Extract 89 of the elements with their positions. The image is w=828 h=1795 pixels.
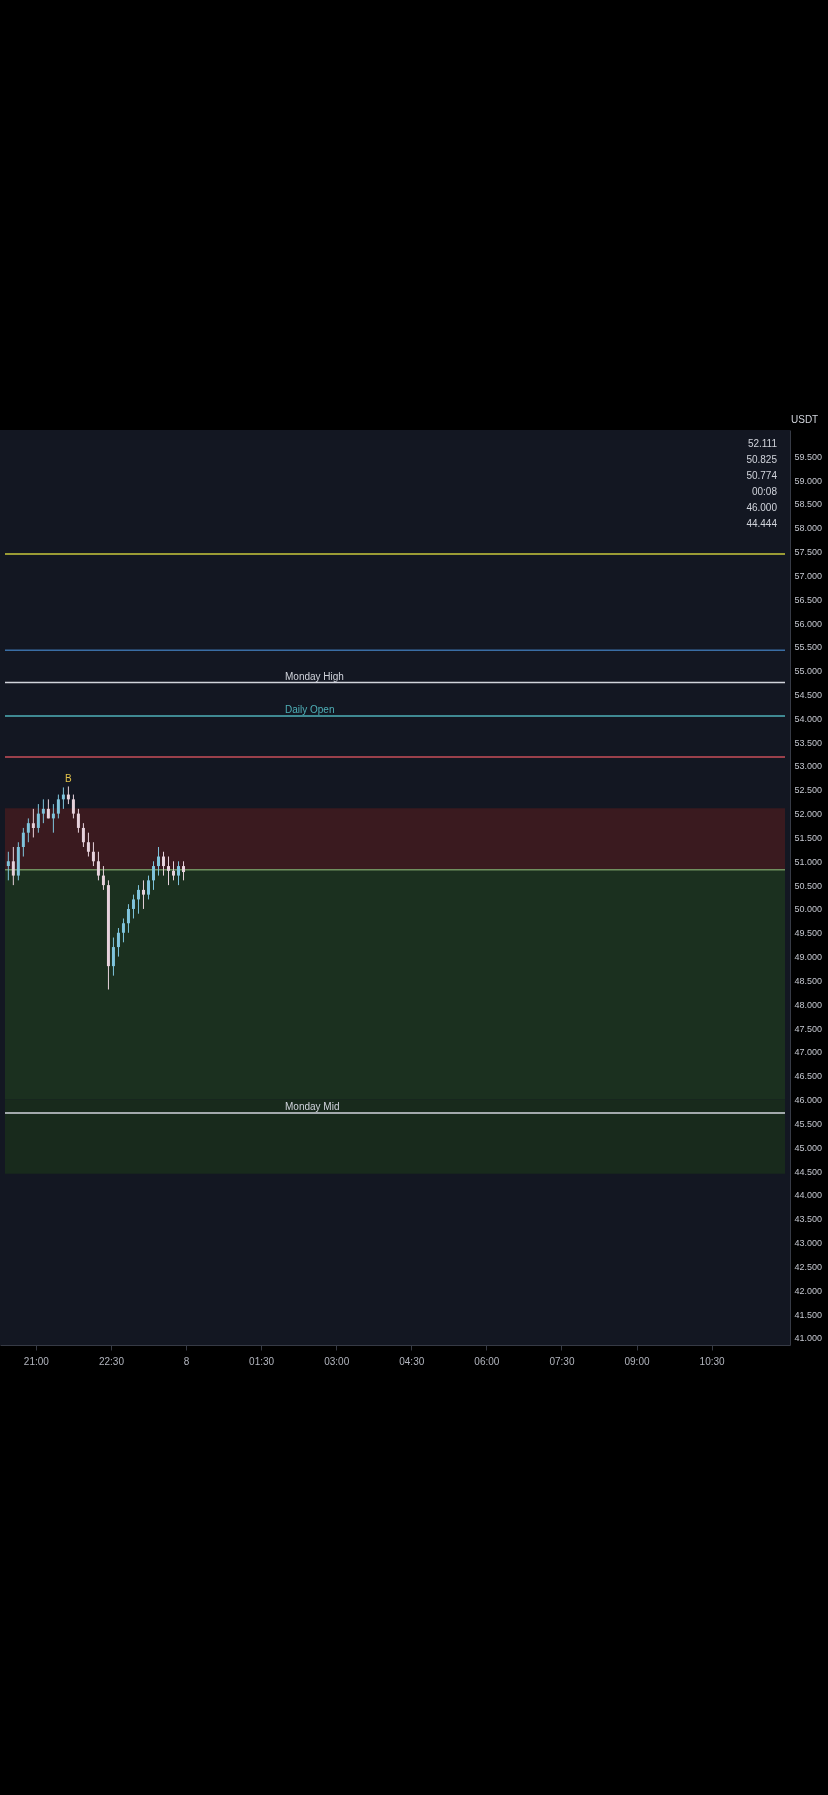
x-tick-label: 04:30 [399,1355,425,1367]
y-tick-label: 51.000 [794,856,823,867]
y-tick-label: 55.500 [794,642,823,653]
y-tick-label: 50.500 [794,880,823,891]
y-tick-label: 52.000 [794,809,823,820]
candlestick [91,841,95,867]
y-tick-label: 44.000 [794,1190,823,1201]
y-tick-label: 46.500 [794,1071,823,1082]
y-tick-label: 47.500 [794,1023,823,1034]
candlestick [11,846,15,886]
y-tick-label: 51.500 [794,832,823,843]
candlestick [101,865,105,891]
candlestick [81,822,85,848]
y-tick-label: 43.500 [794,1214,823,1225]
candlestick [96,851,100,881]
candlestick [131,894,135,919]
y-tick-label: 44.500 [794,1166,823,1177]
candlestick [172,860,176,881]
y-tick-label: 47.000 [794,1047,823,1058]
candlestick [111,937,115,977]
candlestick [36,803,40,834]
y-tick-label: 55.000 [794,666,823,677]
candlestick [21,827,25,858]
x-tick-label: 09:00 [624,1355,650,1367]
x-tick-label: 07:30 [549,1355,575,1367]
y-tick-label: 49.000 [794,952,823,963]
candlestick [56,794,60,819]
y-tick-label: 48.000 [794,999,823,1010]
candlestick [26,817,30,843]
candlestick [157,846,160,877]
candlestick [162,851,165,877]
y-tick-label: 54.500 [794,689,823,700]
y-tick-label: 45.500 [794,1118,823,1129]
candlestick [71,794,75,819]
y-tick-label: 42.500 [794,1261,823,1272]
candlestick [177,860,181,886]
candlestick [31,808,35,838]
ref-line-label: Monday Mid [285,1100,340,1112]
y-tick-label: 59.000 [794,475,823,486]
y-tick-label: 58.000 [794,523,823,534]
candlestick [116,927,120,958]
annotation: 52.111 [747,438,778,449]
x-tick-label: 21:00 [23,1355,50,1367]
candlestick [126,903,130,934]
y-tick-label: 41.000 [794,1333,823,1344]
candlestick [121,917,125,943]
candlestick [76,808,80,834]
x-tick-label: 22:30 [98,1355,125,1367]
y-tick-label: 42.000 [794,1285,823,1296]
candlestick [136,884,140,915]
y-tick-label: 46.000 [794,1095,823,1106]
y-tick-label: 48.500 [794,975,823,986]
annotation: 44.444 [746,518,778,529]
x-tick-label: 01:30 [249,1355,275,1367]
y-tick-label: 53.000 [794,761,823,772]
candlestick [86,832,90,858]
y-tick-label: 56.000 [794,618,823,629]
candlestick [151,860,155,891]
y-tick-label: 58.500 [794,499,823,510]
candlestick [6,851,10,881]
candlestick [182,860,186,881]
ref-line-label: Monday High [285,670,344,682]
y-tick-label: 43.000 [794,1238,823,1249]
y-axis-title: USDT [791,414,819,425]
y-tick-label: 49.500 [794,928,823,939]
x-tick-label: 06:00 [474,1355,500,1367]
y-tick-label: 41.500 [794,1309,823,1320]
y-tick-label: 53.500 [794,737,823,748]
y-tick-label: 52.500 [794,785,823,796]
x-tick-label: 10:30 [699,1355,726,1367]
annotation: 46.000 [746,502,778,513]
y-tick-label: 57.500 [794,547,823,558]
candlestick [167,856,171,886]
y-tick-label: 45.000 [794,1142,823,1153]
y-tick-label: 57.000 [794,570,823,581]
y-tick-label: 59.500 [794,451,823,462]
ref-line-label: Daily Open [285,703,335,715]
y-tick-label: 54.000 [794,713,823,724]
annotation: 50.825 [746,454,778,465]
x-tick-label: 03:00 [324,1355,350,1367]
annotation: 00:08 [751,486,778,497]
candlestick [41,798,45,824]
candlestick [146,875,150,900]
x-tick-label: 8 [183,1355,190,1367]
y-tick-label: 50.000 [794,904,823,915]
annotation: 50.774 [746,470,778,481]
y-tick-label: 56.500 [794,594,823,605]
annotation: B [65,773,73,785]
candlestick [141,879,145,910]
